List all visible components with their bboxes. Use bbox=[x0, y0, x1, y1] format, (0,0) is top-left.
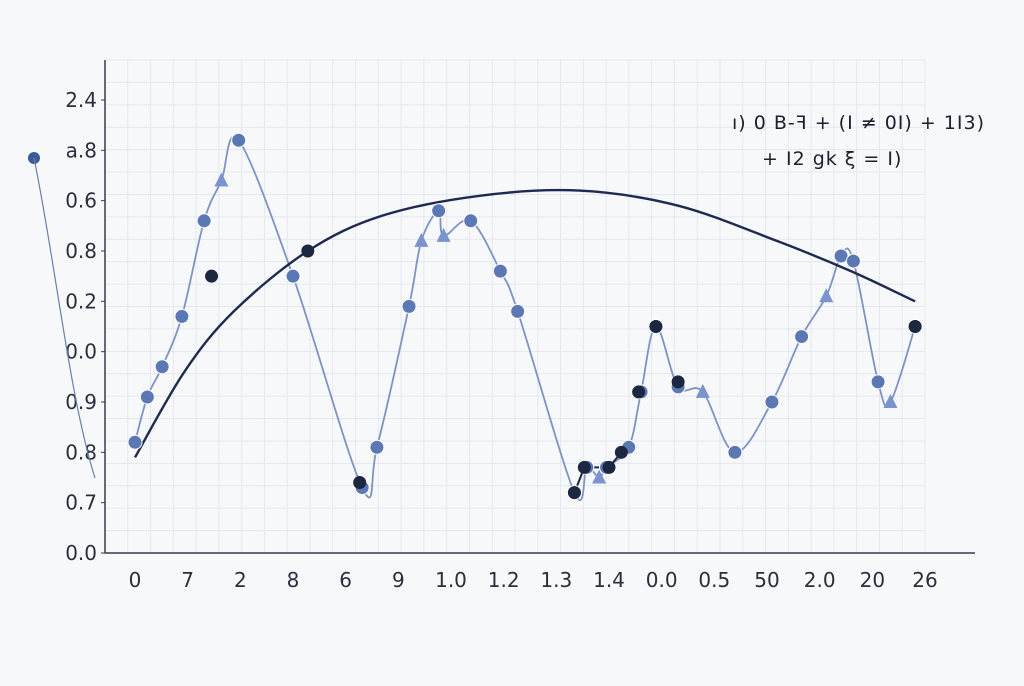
series-dark-marker bbox=[567, 486, 581, 500]
series-dark-marker bbox=[649, 320, 663, 333]
series-dark-marker bbox=[577, 460, 591, 474]
y-tick-label: 2.4 bbox=[65, 88, 97, 112]
series-dark-marker bbox=[602, 460, 616, 474]
series-wavy-marker bbox=[231, 132, 247, 148]
annotation-equation-1: ı) 0 B-ꟻ + (I ≠ 0I) + 1I3) bbox=[732, 112, 985, 134]
series-wavy-marker-triangle bbox=[695, 383, 710, 398]
x-tick-label: 0.5 bbox=[698, 568, 730, 592]
series-wavy-marker-triangle bbox=[414, 232, 429, 247]
series-wavy-marker bbox=[794, 329, 810, 345]
series-wavy-marker-triangle bbox=[883, 394, 898, 408]
series-wavy-marker bbox=[401, 298, 417, 314]
series-dark-marker bbox=[632, 385, 646, 399]
x-tick-label: 1.4 bbox=[593, 568, 625, 592]
y-tick-label: 0.6 bbox=[65, 189, 97, 213]
series-wavy-marker bbox=[285, 268, 301, 284]
series-wavy-marker bbox=[369, 439, 385, 455]
series-dark-marker bbox=[671, 375, 685, 389]
series-wavy-marker bbox=[845, 253, 861, 269]
series-wavy-marker-triangle bbox=[214, 172, 229, 187]
x-tick-label: 1.2 bbox=[488, 568, 520, 592]
series-dark-marker bbox=[353, 476, 367, 490]
y-tick-label: 0.2 bbox=[65, 289, 97, 313]
series-dark-marker bbox=[205, 269, 219, 283]
series-wavy-marker-triangle bbox=[819, 288, 834, 303]
series-wavy-marker-triangle bbox=[436, 227, 451, 242]
series-wavy-marker bbox=[492, 263, 508, 279]
x-tick-label: 6 bbox=[339, 568, 352, 592]
x-tick-label: 8 bbox=[287, 568, 300, 592]
y-tick-label: 0.7 bbox=[65, 491, 97, 515]
series-wavy-marker bbox=[870, 374, 886, 390]
series-dark-marker bbox=[301, 244, 315, 258]
series-wavy-marker-triangle bbox=[592, 469, 607, 484]
y-tick-label: 0.8 bbox=[65, 239, 97, 263]
x-tick-label: 20 bbox=[860, 568, 885, 592]
series-wavy-marker bbox=[174, 308, 190, 324]
series-wavy-marker bbox=[139, 389, 155, 405]
series-dark-marker bbox=[614, 445, 628, 459]
y-tick-label: 0.9 bbox=[65, 390, 97, 414]
x-tick-label: 9 bbox=[392, 568, 405, 592]
series-dark-step bbox=[573, 451, 623, 493]
y-tick-label: 0.0 bbox=[65, 541, 97, 565]
x-tick-label: 0.0 bbox=[646, 568, 678, 592]
series-wavy-marker bbox=[463, 213, 479, 229]
series-wavy-marker bbox=[127, 434, 143, 450]
x-tick-label: 2.0 bbox=[804, 568, 836, 592]
series-arc-line bbox=[133, 188, 916, 458]
x-tick-label: 1.3 bbox=[540, 568, 572, 592]
series-stray-line bbox=[33, 157, 96, 479]
x-tick-label: 26 bbox=[912, 568, 937, 592]
series-wavy-marker bbox=[510, 303, 526, 319]
series-wavy-marker bbox=[431, 203, 447, 219]
y-tick-label: a.8 bbox=[66, 138, 97, 162]
series-wavy-marker bbox=[727, 444, 743, 460]
series-wavy-marker bbox=[764, 394, 780, 410]
series-wavy-marker bbox=[196, 213, 212, 229]
annotation-equation-2: + I2 gk ξ = I) bbox=[762, 148, 903, 170]
series-dark-marker bbox=[908, 320, 922, 333]
y-tick-label: 0.8 bbox=[65, 440, 97, 464]
y-tick-label: 0.0 bbox=[65, 340, 97, 364]
x-tick-label: 0 bbox=[129, 568, 142, 592]
x-tick-label: 50 bbox=[754, 568, 779, 592]
x-tick-label: 2 bbox=[234, 568, 247, 592]
x-tick-label: 7 bbox=[181, 568, 194, 592]
x-tick-label: 1.0 bbox=[435, 568, 467, 592]
series-wavy-marker bbox=[154, 359, 170, 375]
